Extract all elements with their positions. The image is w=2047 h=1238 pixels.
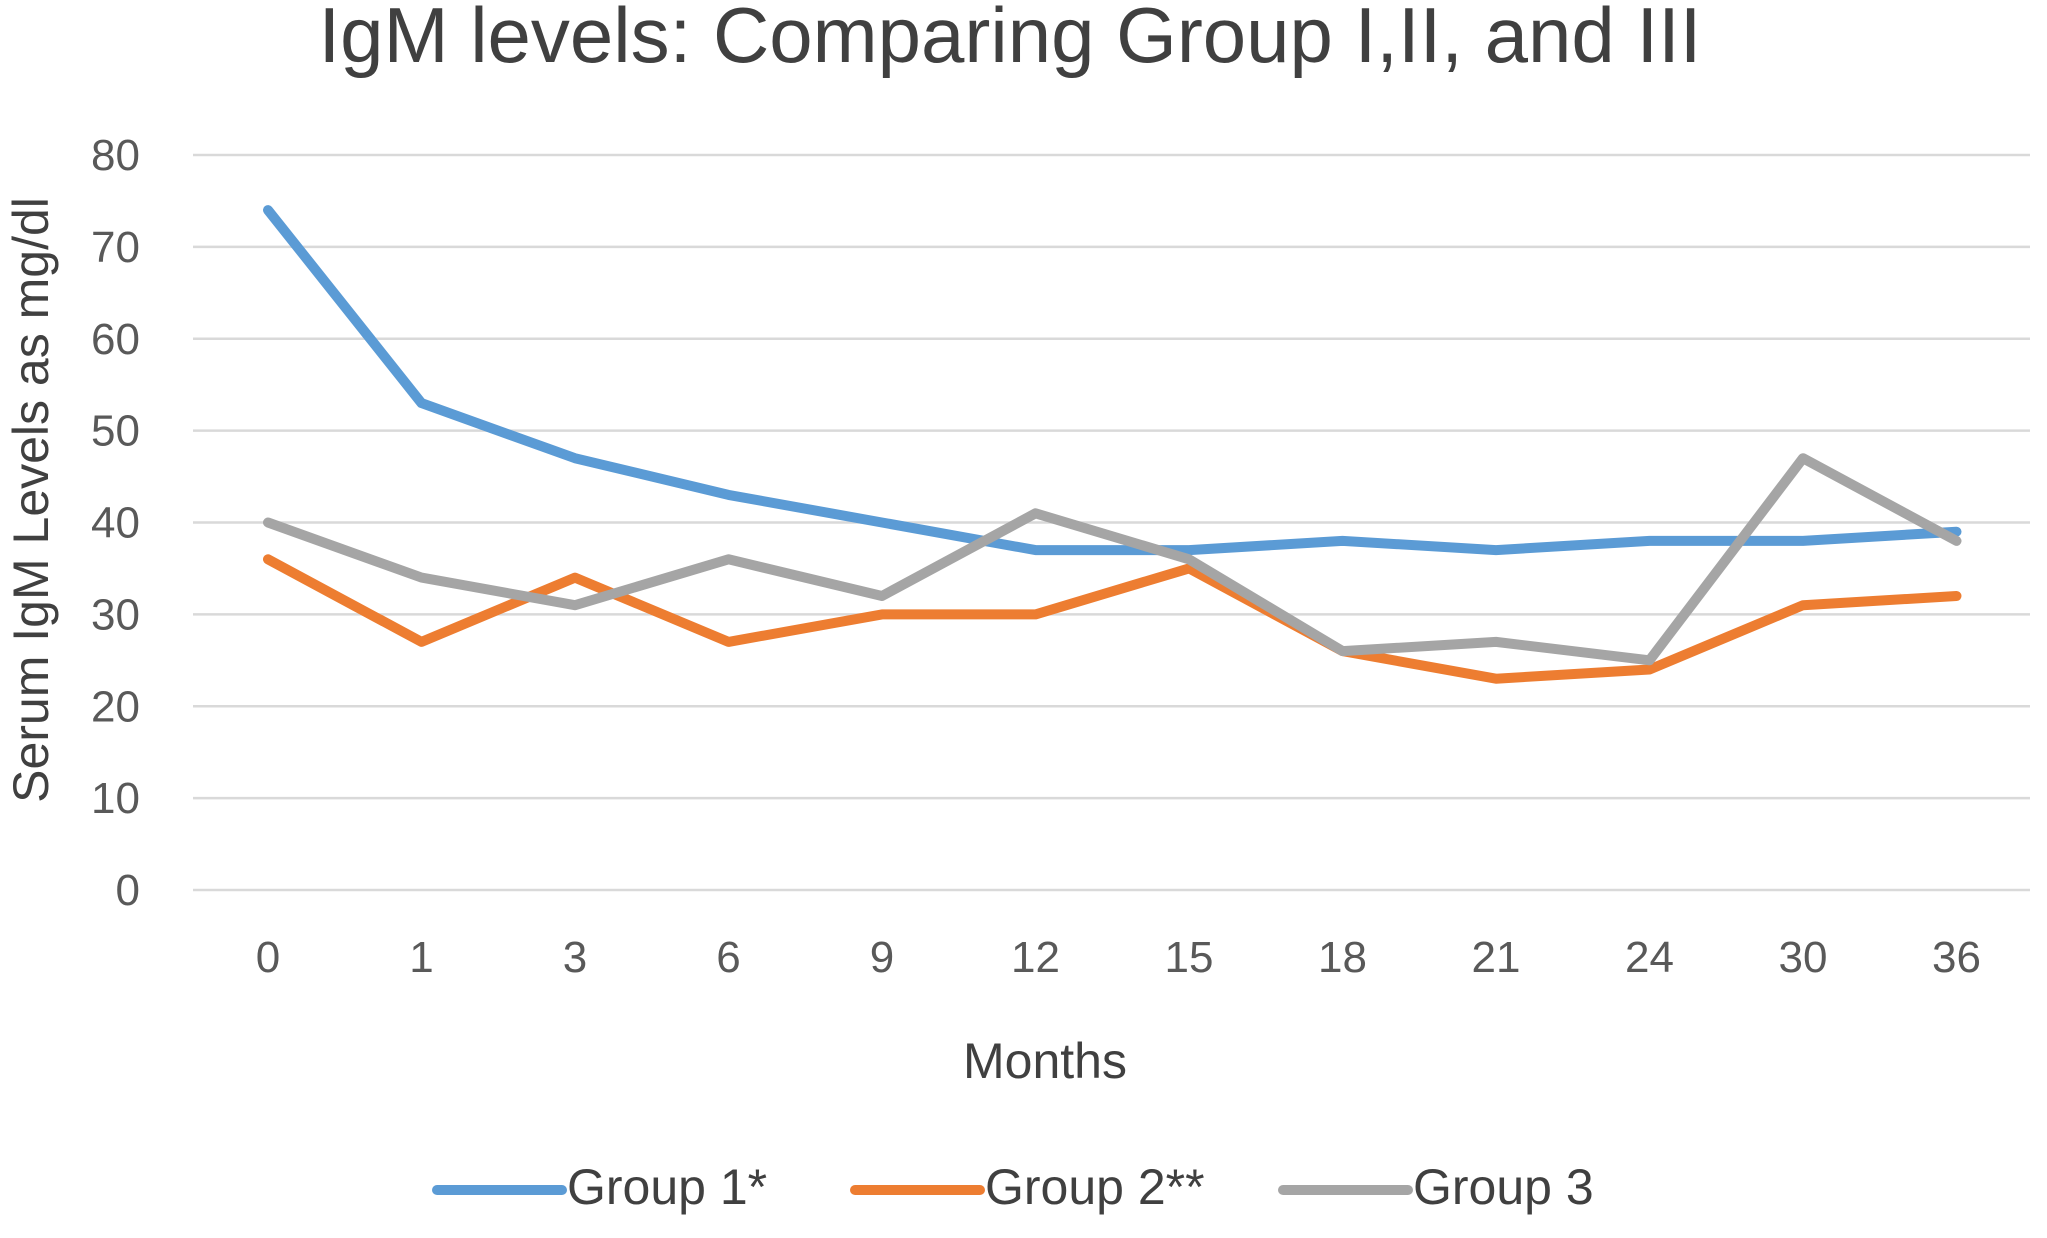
y-tick-label: 10 <box>91 774 140 823</box>
y-tick-label: 50 <box>91 407 140 456</box>
legend-label-group-2: Group 2** <box>985 1159 1205 1215</box>
legend-label-group-3: Group 3 <box>1413 1159 1594 1215</box>
x-tick-label: 36 <box>1932 933 1981 982</box>
x-tick-label: 0 <box>256 933 280 982</box>
legend-label-group-1: Group 1* <box>567 1159 767 1215</box>
x-axis-ticks: 0 1 3 6 9 12 15 18 21 24 30 36 <box>256 933 1981 982</box>
x-tick-label: 24 <box>1625 933 1674 982</box>
y-axis-ticks: 0 10 20 30 40 50 60 70 80 <box>91 131 140 915</box>
series-line-group-3 <box>263 453 1962 666</box>
y-tick-label: 0 <box>116 866 140 915</box>
y-tick-label: 40 <box>91 499 140 548</box>
x-tick-label: 1 <box>409 933 433 982</box>
chart-title: IgM levels: Comparing Group I,II, and II… <box>319 0 1702 79</box>
x-axis-title: Months <box>963 1033 1127 1089</box>
y-axis-title: Serum IgM Levels as mg/dl <box>3 197 59 803</box>
x-tick-label: 3 <box>563 933 587 982</box>
legend: Group 1* Group 2** Group 3 <box>432 1159 1594 1215</box>
series-line-group-1 <box>263 205 1962 556</box>
x-tick-label: 21 <box>1472 933 1521 982</box>
y-tick-label: 20 <box>91 682 140 731</box>
x-tick-label: 12 <box>1011 933 1060 982</box>
x-tick-label: 15 <box>1165 933 1214 982</box>
y-tick-label: 30 <box>91 590 140 639</box>
y-tick-label: 70 <box>91 223 140 272</box>
series-line-group-2 <box>263 554 1962 684</box>
x-tick-label: 30 <box>1779 933 1828 982</box>
series-lines <box>263 205 1962 684</box>
x-tick-label: 6 <box>716 933 740 982</box>
y-tick-label: 60 <box>91 315 140 364</box>
x-tick-label: 9 <box>870 933 894 982</box>
x-tick-label: 18 <box>1318 933 1367 982</box>
y-tick-label: 80 <box>91 131 140 180</box>
